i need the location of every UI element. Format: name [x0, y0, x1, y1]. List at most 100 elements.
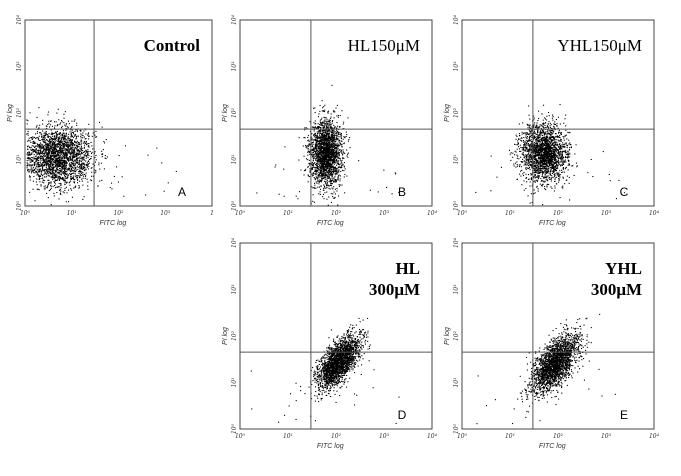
- event-dot: [309, 170, 311, 172]
- event-dot: [338, 185, 340, 187]
- event-dot: [55, 150, 57, 152]
- event-dot: [74, 145, 76, 147]
- event-dot: [59, 168, 61, 170]
- event-dot: [26, 162, 28, 164]
- event-dot: [319, 188, 321, 190]
- event-dot: [61, 134, 63, 136]
- event-dot: [67, 157, 69, 159]
- event-dot: [322, 142, 324, 144]
- event-dot: [317, 158, 319, 160]
- event-dot: [318, 154, 320, 156]
- event-dot: [335, 150, 337, 152]
- event-dot: [42, 175, 44, 177]
- event-dot: [340, 161, 342, 163]
- event-dot: [557, 152, 559, 154]
- event-dot: [328, 181, 330, 183]
- event-dot: [325, 146, 327, 148]
- event-dot: [543, 127, 545, 129]
- event-dot: [323, 159, 325, 161]
- event-dot: [60, 187, 62, 189]
- event-dot: [337, 178, 339, 180]
- event-dot: [327, 156, 329, 158]
- event-dot: [534, 136, 536, 138]
- event-dot: [75, 157, 77, 159]
- event-dot: [69, 157, 71, 159]
- event-dot: [51, 152, 53, 154]
- event-dot: [553, 164, 555, 166]
- event-dot: [558, 155, 560, 157]
- event-dot: [320, 141, 322, 143]
- event-dot: [529, 135, 531, 137]
- event-dot: [72, 154, 74, 156]
- event-dot: [46, 160, 48, 162]
- event-dot: [320, 157, 322, 159]
- event-dot: [324, 172, 326, 174]
- event-dot: [332, 166, 334, 168]
- event-dot: [26, 157, 28, 159]
- event-dot: [58, 175, 60, 177]
- event-dot: [323, 162, 325, 164]
- event-dot: [47, 144, 49, 146]
- event-dot: [79, 165, 81, 167]
- event-dot: [40, 148, 42, 150]
- event-dot: [60, 132, 62, 134]
- event-dot: [322, 121, 324, 123]
- event-dot: [335, 147, 337, 149]
- event-dot: [323, 135, 325, 137]
- event-dot: [74, 164, 76, 166]
- event-dot: [74, 186, 76, 188]
- event-dot: [28, 151, 30, 153]
- event-dot: [27, 163, 29, 165]
- event-dot: [71, 169, 73, 171]
- event-dot: [328, 185, 330, 187]
- event-dot: [64, 136, 66, 138]
- event-dot: [326, 175, 328, 177]
- event-dot: [55, 179, 57, 181]
- event-dot: [72, 143, 74, 145]
- event-dot: [315, 144, 317, 146]
- event-dot: [333, 139, 335, 141]
- event-dot: [311, 163, 313, 165]
- event-dot: [327, 160, 329, 162]
- event-dot: [324, 180, 326, 182]
- event-dot: [76, 147, 78, 149]
- event-dot: [558, 177, 560, 179]
- event-dot: [321, 175, 323, 177]
- event-dot: [333, 127, 335, 129]
- event-dot: [319, 144, 321, 146]
- event-dot: [313, 162, 315, 164]
- event-dot: [305, 158, 307, 160]
- event-dot: [339, 136, 341, 138]
- event-dot: [85, 172, 87, 174]
- event-dot: [38, 157, 40, 159]
- event-dot: [323, 137, 325, 139]
- event-dot: [547, 157, 549, 159]
- event-dot: [34, 141, 36, 143]
- event-dot: [37, 145, 39, 147]
- event-dot: [319, 193, 321, 195]
- event-dot: [73, 175, 75, 177]
- event-dot: [331, 150, 333, 152]
- event-dot: [75, 185, 77, 187]
- event-dot: [324, 166, 326, 168]
- event-dot: [303, 137, 305, 139]
- event-dot: [330, 193, 332, 195]
- event-dot: [314, 133, 316, 135]
- event-dot: [27, 130, 29, 132]
- event-dot: [45, 163, 47, 165]
- event-dot: [320, 180, 322, 182]
- event-dot: [49, 143, 51, 145]
- event-dot: [81, 152, 83, 154]
- event-dot: [335, 138, 337, 140]
- event-dot: [553, 173, 555, 175]
- event-dot: [319, 176, 321, 178]
- event-dot: [313, 155, 315, 157]
- event-dot: [70, 147, 72, 149]
- event-dot: [335, 157, 337, 159]
- event-dot: [42, 162, 44, 164]
- event-dot: [314, 173, 316, 175]
- event-dot: [45, 133, 47, 135]
- event-dot: [65, 137, 67, 139]
- event-dot: [41, 166, 43, 168]
